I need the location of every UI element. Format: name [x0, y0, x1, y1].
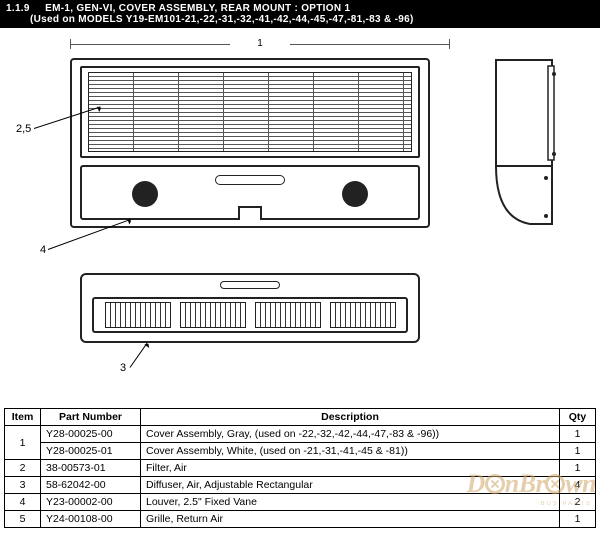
table-header-row: Item Part Number Description Qty: [5, 409, 596, 426]
table-row: Y28-00025-01 Cover Assembly, White, (use…: [5, 443, 596, 460]
cell-qty: 4: [560, 477, 596, 494]
section-subtitle: (Used on MODELS Y19-EM101-21,-22,-31,-32…: [6, 14, 594, 25]
callout-2-5: 2,5: [16, 123, 31, 135]
side-view: [490, 58, 570, 228]
cell-qty: 2: [560, 494, 596, 511]
louver-circle-right: [342, 181, 368, 207]
technical-drawing: 1: [0, 28, 600, 408]
center-notch: [238, 206, 262, 220]
louver-circle-left: [132, 181, 158, 207]
callout-4: 4: [40, 244, 46, 256]
cell-item: 3: [5, 477, 41, 494]
leader-line-3: [130, 343, 148, 368]
table-row: 4 Y23-00002-00 Louver, 2.5" Fixed Vane 2: [5, 494, 596, 511]
cell-part: Y28-00025-00: [41, 426, 141, 443]
cell-qty: 1: [560, 443, 596, 460]
cell-desc: Diffuser, Air, Adjustable Rectangular: [141, 477, 560, 494]
center-handle: [215, 175, 285, 185]
cell-item: 1: [5, 426, 41, 460]
cell-desc: Cover Assembly, White, (used on -21,-31,…: [141, 443, 560, 460]
return-air-grille: [88, 72, 412, 152]
cell-part: Y24-00108-00: [41, 511, 141, 528]
cell-qty: 1: [560, 460, 596, 477]
section-number: 1.1.9: [6, 3, 30, 14]
diffuser-2: [180, 302, 246, 328]
parts-table: Item Part Number Description Qty 1 Y28-0…: [4, 408, 596, 528]
diffuser-4: [330, 302, 396, 328]
diffuser-3: [255, 302, 321, 328]
cell-part: Y28-00025-01: [41, 443, 141, 460]
table-row: 3 58-62042-00 Diffuser, Air, Adjustable …: [5, 477, 596, 494]
cell-part: Y23-00002-00: [41, 494, 141, 511]
cell-qty: 1: [560, 511, 596, 528]
table-row: 5 Y24-00108-00 Grille, Return Air 1: [5, 511, 596, 528]
callout-3: 3: [120, 362, 126, 374]
cell-desc: Cover Assembly, Gray, (used on -22,-32,-…: [141, 426, 560, 443]
section-header: 1.1.9 EM-1, GEN-VI, COVER ASSEMBLY, REAR…: [0, 0, 600, 28]
cell-item: 5: [5, 511, 41, 528]
lower-panel: [80, 165, 420, 220]
grille-frame: [80, 66, 420, 158]
bottom-view: [80, 273, 420, 343]
table-row: 2 38-00573-01 Filter, Air 1: [5, 460, 596, 477]
dimension-ref-1: 1: [253, 38, 267, 49]
cell-item: 4: [5, 494, 41, 511]
col-item: Item: [5, 409, 41, 426]
cell-part: 58-62042-00: [41, 477, 141, 494]
section-title: EM-1, GEN-VI, COVER ASSEMBLY, REAR MOUNT…: [45, 3, 350, 14]
diffuser-row: [92, 297, 408, 333]
cell-desc: Louver, 2.5" Fixed Vane: [141, 494, 560, 511]
front-view: [70, 58, 430, 228]
col-qty: Qty: [560, 409, 596, 426]
col-desc: Description: [141, 409, 560, 426]
bottom-handle: [220, 281, 280, 289]
diffuser-1: [105, 302, 171, 328]
cell-qty: 1: [560, 426, 596, 443]
cell-desc: Grille, Return Air: [141, 511, 560, 528]
table-row: 1 Y28-00025-00 Cover Assembly, Gray, (us…: [5, 426, 596, 443]
cell-part: 38-00573-01: [41, 460, 141, 477]
cell-desc: Filter, Air: [141, 460, 560, 477]
col-part: Part Number: [41, 409, 141, 426]
dimension-line-top: 1: [70, 40, 450, 50]
cell-item: 2: [5, 460, 41, 477]
